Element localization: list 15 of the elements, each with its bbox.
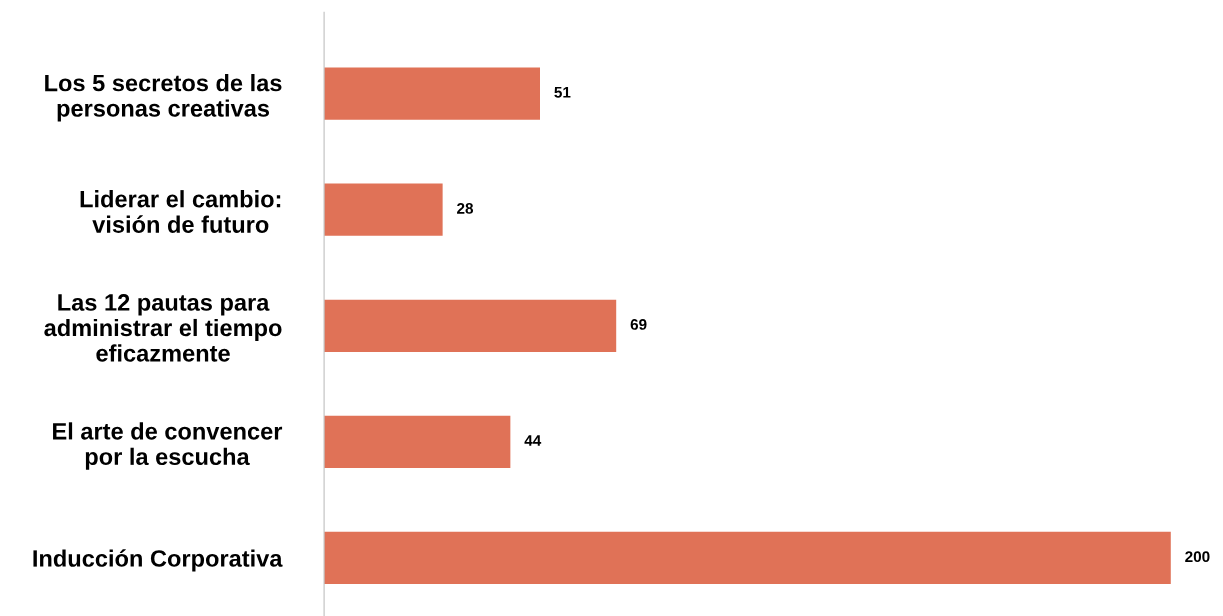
data-label: 28 [457,202,474,214]
bar [324,415,511,468]
data-label: 200 [1185,551,1210,563]
data-label: 44 [524,435,542,446]
bar [324,67,540,120]
bar [324,531,1171,585]
y-tick-label: El arte de convencer por la escucha [53,422,283,470]
bar [324,299,617,352]
y-tick-label: Los 5 secretos de las personas creativas [45,74,282,122]
data-label: 69 [630,319,647,330]
data-label: 51 [554,87,571,98]
y-tick-label: Inducción Corporativa [33,549,283,572]
y-tick-label: Liderar el cambio: visión de futuro [80,190,281,233]
bar [324,183,443,236]
y-tick-label: Las 12 pautas para administrar el tiempo eficazmente [44,294,282,362]
